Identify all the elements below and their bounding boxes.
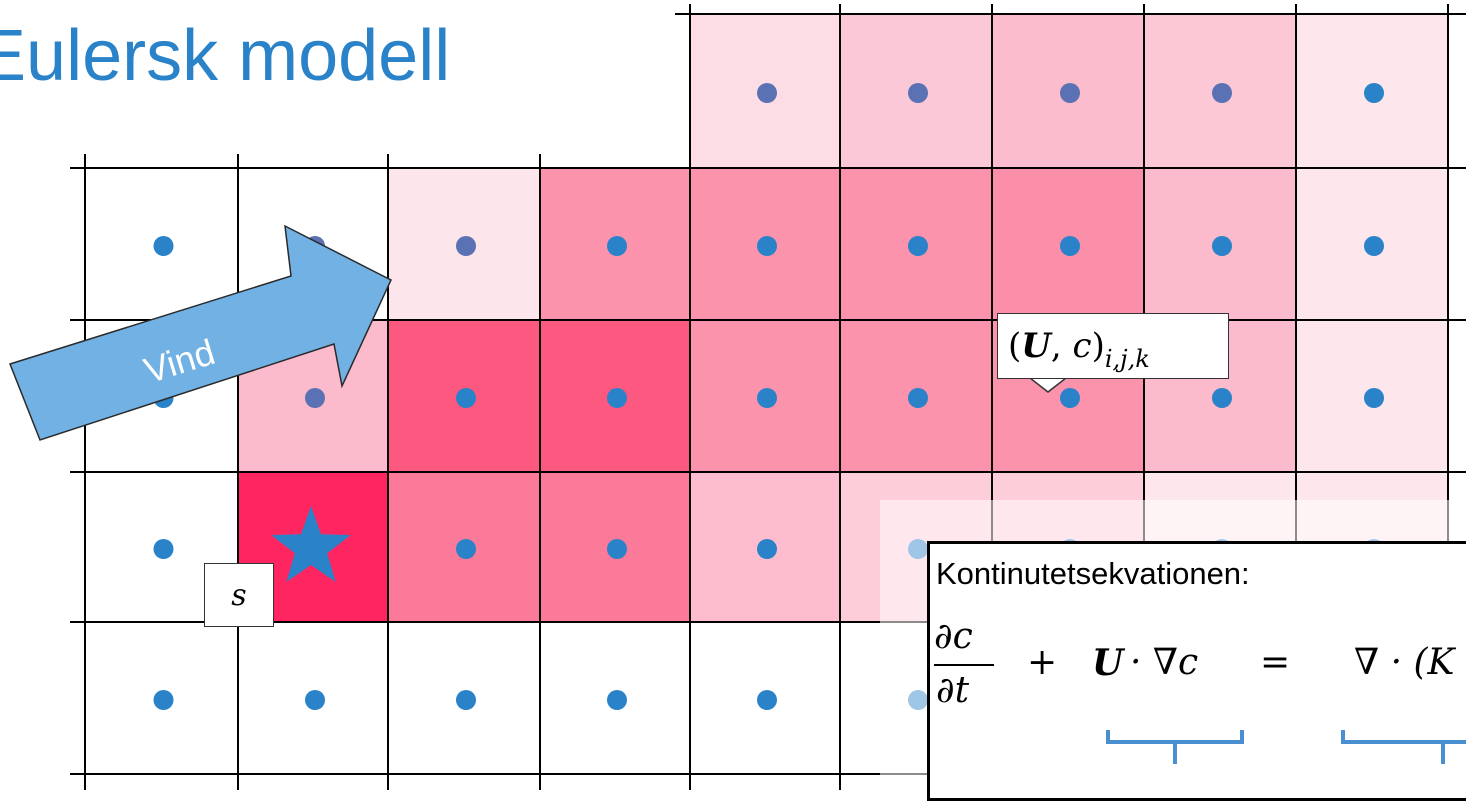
fraction-bar [934,664,994,666]
grid-point [908,388,928,408]
grid-point [1212,236,1232,256]
grid-point [1060,83,1080,103]
grid-point [456,690,476,710]
fraction-denominator: ∂t [936,670,970,711]
cell-label-U: U [1021,326,1051,366]
grid-point [757,388,777,408]
grid-point [1060,236,1080,256]
wind-arrow: Vind [9,224,392,441]
grid-point [456,236,476,256]
source-label: s [204,563,274,627]
grid-point [908,83,928,103]
grid-point [1364,236,1384,256]
grid-point [607,539,627,559]
cell-label-c: c [1072,326,1092,366]
grid-point [305,388,325,408]
plus-sign: + [1027,642,1058,683]
grid-point [456,388,476,408]
grid-point [757,83,777,103]
grid-point [607,690,627,710]
grid-point [757,690,777,710]
grid-point [456,539,476,559]
grid-point [153,690,174,710]
diffusion-term: ∇ · (K [1354,642,1455,683]
grid-point [757,539,777,559]
equation-heading: Kontinutetsekvationen: [936,556,1250,591]
advection-U: U [1092,642,1124,684]
fraction-numerator: ∂c [934,616,973,657]
grid-point [1364,83,1384,103]
grid-point [153,236,174,256]
slide-title: Eulersk modell [0,16,451,96]
grid-point [607,236,627,256]
equals-sign: = [1260,642,1291,683]
advection-brace [1106,730,1244,764]
cell-label-comma: , [1050,326,1073,366]
cell-label-subscript: i,j,k [1104,345,1150,373]
diffusion-brace [1341,730,1466,764]
grid-point [153,539,174,559]
grid-point [757,236,777,256]
cell-label-close: ) [1091,326,1105,366]
grid-points [153,83,1384,710]
grid-point [1364,388,1384,408]
braces [1106,730,1466,764]
cell-value-label: (U, c)i,j,k [997,313,1229,379]
source-star-icon [271,506,351,582]
grid-point [305,690,325,710]
equation-box: Kontinutetsekvationen: ∂c ∂t + U · ∇c = … [927,541,1466,801]
grid-point [1212,388,1232,408]
cell-label-open: ( [1008,326,1022,366]
advection-term: · ∇c [1130,642,1199,683]
grid-point [607,388,627,408]
grid-point [1212,83,1232,103]
grid-point [1060,388,1080,408]
grid-point [908,236,928,256]
